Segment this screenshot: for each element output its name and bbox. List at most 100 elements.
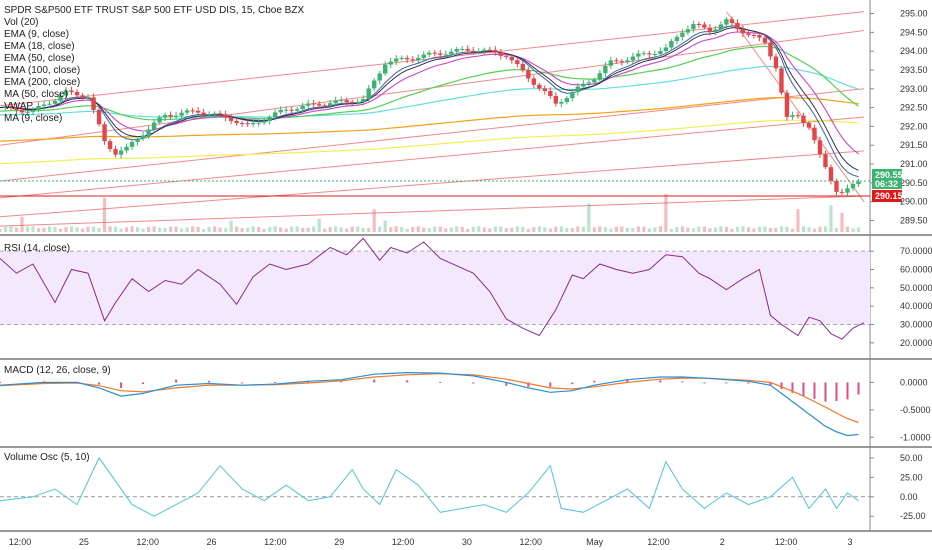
candle-body (757, 35, 762, 38)
volume-bar (460, 226, 464, 232)
volume-bar (306, 227, 310, 232)
volume-bar (345, 228, 349, 232)
candle-body (58, 95, 63, 101)
legend-ema18[interactable]: EMA (18, close) (4, 41, 75, 52)
candle-body (294, 109, 300, 111)
candle-body (702, 24, 707, 28)
candle-body (250, 122, 256, 125)
volume-bar (669, 228, 673, 232)
legend-ma50[interactable]: MA (50, close) (4, 89, 68, 100)
macd-pane[interactable] (0, 371, 860, 437)
candle-body (355, 101, 360, 104)
candle-body (740, 28, 746, 34)
rsi-title[interactable]: RSI (14, close) (4, 243, 70, 254)
candle-body (283, 109, 289, 111)
candle-body (691, 23, 696, 30)
candle-body (305, 103, 311, 106)
candle-body (267, 116, 272, 122)
volume-bar (433, 226, 437, 232)
candle-body (449, 51, 454, 55)
volume-bar (207, 226, 211, 232)
candle-body (581, 83, 586, 87)
legend-ma9[interactable]: MA (9, close) (4, 113, 62, 124)
macd-title[interactable]: MACD (12, 26, close, 9) (4, 365, 111, 376)
candle-body (151, 122, 157, 130)
candle-body (674, 36, 680, 42)
candle-body (399, 57, 404, 59)
volume-bar (9, 226, 13, 232)
volume-bar (389, 227, 393, 232)
volume-bar (548, 228, 552, 232)
price-pane[interactable] (0, 11, 870, 232)
candle-body (190, 110, 195, 112)
macd-histogram-bar (802, 382, 805, 397)
macd-histogram-bar (857, 382, 860, 395)
candle-body (779, 68, 784, 93)
volume-bar (840, 213, 844, 232)
x-tick-label: 12:00 (775, 537, 798, 547)
volume-bar (763, 226, 767, 232)
legend-ema100[interactable]: EMA (100, close) (4, 65, 80, 76)
symbol-title: SPDR S&P500 ETF TRUST S&P 500 ETF USD DI… (4, 5, 304, 16)
volume-bar (328, 227, 332, 232)
volume-bar (246, 227, 250, 232)
volume-bar (135, 227, 140, 232)
volume-bar (851, 228, 855, 232)
candle-body (564, 98, 570, 103)
candle-body (636, 53, 641, 57)
candle-body (487, 49, 492, 51)
candle-body (366, 88, 371, 99)
y-tick-label: 40.0000 (900, 301, 932, 311)
candle-body (3, 106, 8, 108)
y-tick-label: 294.50 (900, 27, 928, 37)
volume-bar (570, 227, 574, 232)
volume-osc-title[interactable]: Volume Osc (5, 10) (4, 452, 90, 463)
volume-bar (746, 227, 751, 232)
candle-body (647, 53, 652, 55)
volume-bar (224, 228, 228, 232)
volume-bar (416, 226, 420, 232)
y-tick-label: 0.00 (900, 492, 918, 502)
volume-bar (427, 228, 431, 232)
volume-bar (565, 227, 569, 232)
candle-body (625, 60, 630, 62)
candle-body (471, 50, 476, 52)
candle-body (696, 23, 702, 25)
volume-bar (36, 228, 41, 232)
candle-body (427, 52, 432, 55)
candle-body (184, 110, 190, 113)
candle-body (834, 180, 839, 192)
rsi-pane[interactable] (0, 237, 870, 340)
volume-bar (163, 228, 167, 232)
candle-body (157, 117, 162, 123)
volume-bar (97, 227, 101, 232)
macd-histogram-bar (846, 382, 849, 400)
volume-bar (191, 226, 195, 232)
candle-body (63, 90, 69, 96)
candle-body (619, 61, 625, 63)
volume-bar (499, 226, 503, 232)
candle-body (383, 64, 388, 74)
volume-bar (620, 226, 624, 232)
x-tick-label: 30 (462, 537, 472, 547)
candle-body (272, 112, 278, 117)
volume-bar (196, 227, 200, 232)
level-price-label: 290.15 (875, 191, 903, 201)
legend-vwap[interactable]: VWAP (4, 101, 33, 112)
legend-ema200[interactable]: EMA (200, close) (4, 77, 80, 88)
volume-bar (400, 227, 404, 232)
legend-vol[interactable]: Vol (20) (4, 17, 38, 28)
legend-ema9[interactable]: EMA (9, close) (4, 29, 69, 40)
candle-body (146, 129, 151, 136)
volume-osc-pane[interactable] (0, 456, 870, 517)
candle-body (806, 122, 812, 128)
candle-body (316, 103, 322, 106)
volume-bar (202, 228, 206, 232)
volume-bar (405, 228, 409, 232)
candle-body (289, 109, 294, 111)
candle-body (482, 49, 487, 52)
legend-ema50[interactable]: EMA (50, close) (4, 53, 75, 64)
volume-bar (829, 205, 833, 232)
volume-bar (559, 226, 563, 232)
